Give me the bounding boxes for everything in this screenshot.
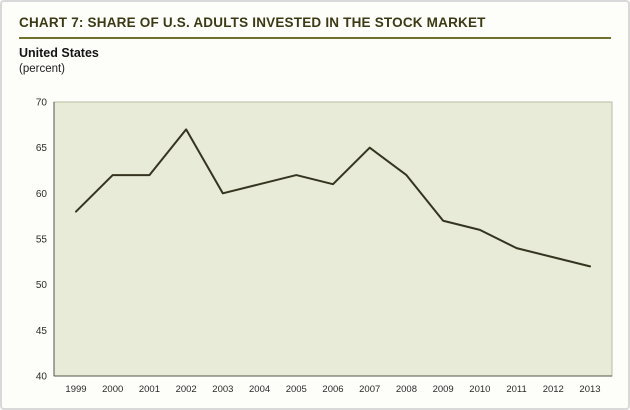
x-tick-label: 2007 [359,384,380,395]
chart-subtitle: United States [19,46,99,60]
plot-background [53,101,613,377]
x-tick-label: 2000 [102,384,123,395]
unit-label: (percent) [19,63,66,75]
data-line [75,128,591,268]
x-tick-label: 2004 [249,384,270,395]
x-tick-label: 2013 [579,384,600,395]
chart-area: 40 45 50 55 60 65 70 1999 2000 2001 2002 2003 2004 20… [12,94,622,404]
x-tick-label: 2005 [286,384,307,395]
y-tick-label: 45 [36,326,48,337]
y-tick-label: 70 [36,98,48,109]
y-tick-label: 50 [36,280,48,291]
x-tick-label: 2003 [212,384,233,395]
y-tick-label: 60 [36,189,48,200]
x-tick-label: 2012 [543,384,564,395]
chart-header: CHART 7: SHARE OF U.S. ADULTS INVESTED I… [2,2,628,75]
x-tick-label: 2002 [176,384,197,395]
line-chart: 40 45 50 55 60 65 70 1999 2000 2001 2002 2003 2004 20… [36,98,613,395]
y-tick-label: 40 [36,372,48,383]
y-tick-label: 65 [36,143,48,154]
chart-title: CHART 7: SHARE OF U.S. ADULTS INVESTED I… [19,15,486,30]
x-tick-label: 2009 [433,384,454,395]
x-tick-label: 2001 [139,384,160,395]
x-tick-label: 2010 [469,384,490,395]
y-tick-label: 55 [36,235,48,246]
title-divider [19,37,611,39]
x-tick-label: 2006 [322,384,343,395]
x-tick-label: 2008 [396,384,417,395]
x-tick-label: 1999 [65,384,86,395]
x-tick-label: 2011 [506,384,526,395]
